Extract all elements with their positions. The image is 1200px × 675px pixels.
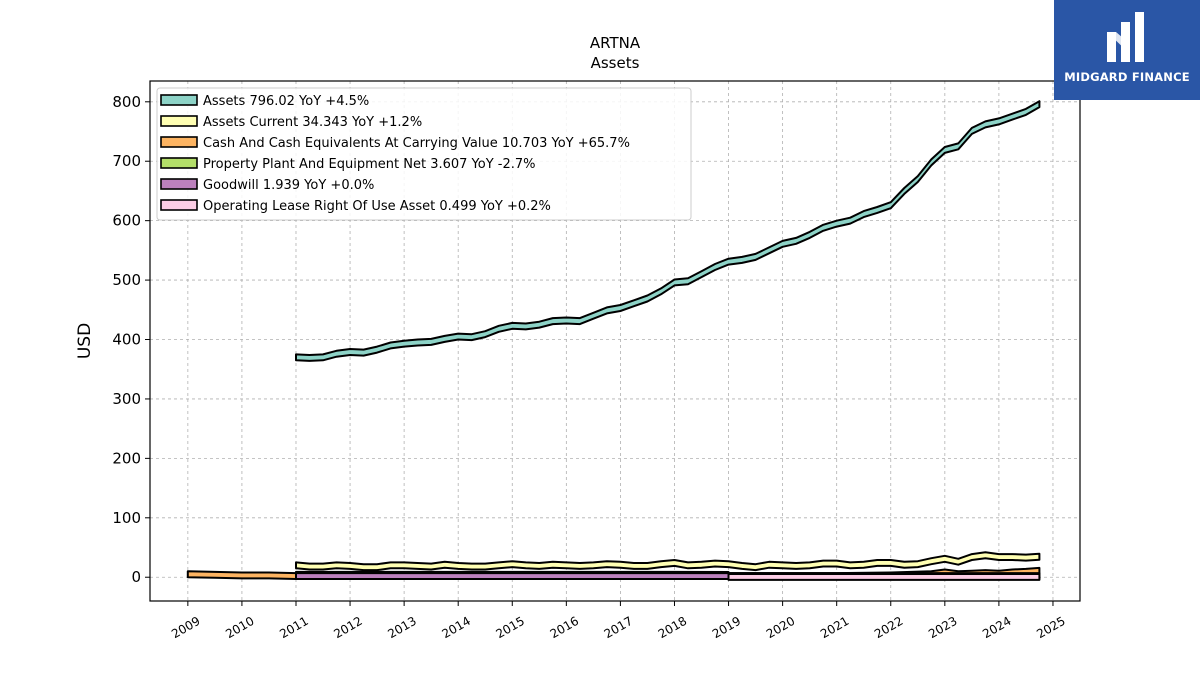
chart-title: ARTNA — [590, 34, 641, 52]
x-tick-label: 2009 — [169, 614, 202, 641]
brand-name: MIDGARD FINANCE — [1064, 70, 1190, 84]
y-tick-label: 200 — [112, 449, 141, 467]
x-tick-label: 2018 — [656, 614, 689, 641]
x-tick-label: 2010 — [223, 614, 256, 641]
brand-logo: MIDGARD FINANCE — [1054, 0, 1200, 100]
series-layer — [186, 100, 1041, 581]
x-tick-label: 2011 — [277, 614, 310, 641]
y-tick-label: 600 — [112, 212, 141, 230]
x-tick-label: 2025 — [1034, 614, 1067, 641]
x-tick-label: 2022 — [872, 614, 905, 641]
y-tick-label: 800 — [112, 93, 141, 111]
legend-frame — [156, 87, 692, 221]
legend-swatch — [160, 157, 198, 169]
x-tick-label: 2014 — [439, 614, 472, 641]
legend: Assets 796.02 YoY +4.5% Assets Current 34… — [156, 87, 692, 221]
x-tick-label: 2012 — [331, 614, 364, 641]
x-tick-label: 2013 — [385, 614, 418, 641]
plot-frame — [149, 80, 1081, 602]
legend-label: Assets Current 34.343 YoY +1.2% — [203, 115, 422, 130]
legend-label: Cash And Cash Equivalents At Carrying Va… — [203, 136, 630, 151]
x-tick-label: 2016 — [548, 614, 581, 641]
x-tick-label: 2020 — [764, 614, 797, 641]
legend-swatch — [160, 94, 198, 106]
legend-swatch — [160, 115, 198, 127]
x-tick-label: 2019 — [710, 614, 743, 641]
x-tick-label: 2017 — [602, 614, 635, 641]
y-axis-label: USD — [75, 323, 95, 359]
legend-label: Goodwill 1.939 YoY +0.0% — [203, 178, 374, 193]
y-tick-label: 100 — [112, 509, 141, 527]
brand-logo-icon — [1107, 12, 1144, 62]
series-0-ribbon — [295, 100, 1041, 362]
legend-label: Operating Lease Right Of Use Asset 0.499… — [203, 199, 551, 214]
legend-swatch — [160, 199, 198, 211]
y-tick-label: 500 — [112, 271, 141, 289]
y-tick-label: 700 — [112, 152, 141, 170]
legend-swatch — [160, 136, 198, 148]
legend-swatch — [160, 178, 198, 190]
series-1-ribbon — [295, 551, 1041, 572]
x-tick-label: 2021 — [818, 614, 851, 641]
chart-subtitle: Assets — [591, 54, 640, 72]
series-5-ribbon — [727, 573, 1041, 581]
legend-label: Property Plant And Equipment Net 3.607 Y… — [203, 157, 536, 172]
x-tick-label: 2024 — [980, 614, 1013, 641]
x-tick-label: 2015 — [494, 614, 527, 641]
x-tick-label: 2023 — [926, 614, 959, 641]
y-tick-label: 400 — [112, 331, 141, 349]
y-tick-label: 0 — [131, 568, 141, 586]
y-tick-label: 300 — [112, 390, 141, 408]
legend-label: Assets 796.02 YoY +4.5% — [203, 94, 369, 109]
